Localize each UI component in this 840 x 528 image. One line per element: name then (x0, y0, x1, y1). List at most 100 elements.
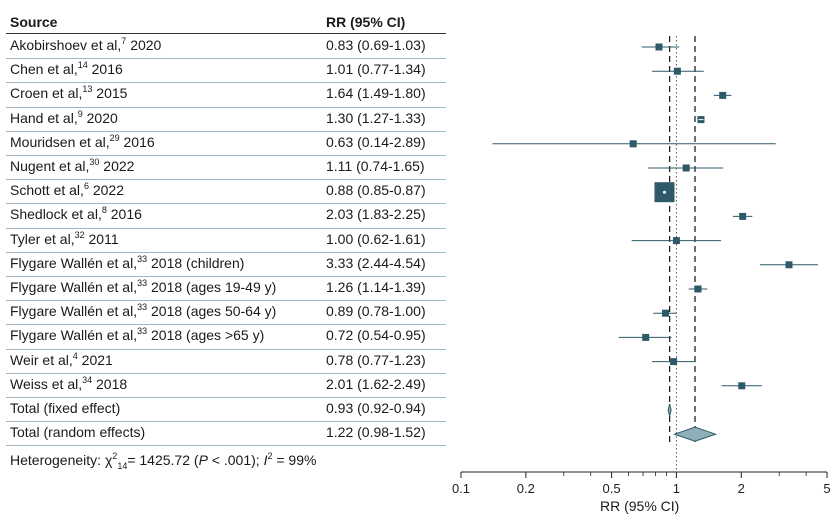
source-column-header: Source (10, 14, 58, 30)
source-label: Hand et al,9 2020 (10, 108, 118, 126)
reference-number: 30 (89, 157, 100, 167)
reference-number: 9 (77, 108, 83, 119)
source-label: Nugent et al,30 2022 (10, 157, 135, 175)
study-marker (642, 333, 650, 341)
reference-number: 32 (74, 229, 85, 240)
x-axis-label: RR (95% CI) (600, 498, 680, 514)
rr-value: 0.63 (0.14-2.89) (326, 133, 426, 150)
study-marker (694, 285, 702, 293)
row-rule (6, 179, 446, 181)
source-label: Flygare Wallén et al,33 2018 (ages >65 y… (10, 326, 265, 344)
source-label: Croen et al,13 2015 (10, 84, 128, 102)
marker-center-dot (662, 190, 666, 194)
reference-number: 7 (121, 36, 127, 46)
row-rule (6, 251, 446, 253)
source-label: Flygare Wallén et al,33 2018 (children) (10, 253, 245, 271)
study-row: Flygare Wallén et al,33 2018 (ages >65 y… (6, 324, 446, 348)
rr-value: 0.78 (0.77-1.23) (326, 351, 426, 368)
row-rule (6, 82, 446, 84)
rr-value: 1.26 (1.14-1.39) (326, 279, 426, 295)
source-label: Weir et al,4 2021 (10, 350, 113, 368)
study-row: Nugent et al,30 2022 1.11 (0.74-1.65) (6, 155, 446, 179)
reference-number: 14 (77, 60, 88, 71)
reference-number: 33 (137, 278, 148, 288)
x-tick-label: 0.2 (517, 481, 535, 496)
rr-value: 0.83 (0.69-1.03) (326, 37, 426, 53)
rr-value: 0.88 (0.85-0.87) (326, 182, 426, 199)
study-marker (670, 358, 678, 366)
row-rule (6, 203, 446, 205)
study-row: Flygare Wallén et al,33 2018 (ages 19-49… (6, 276, 446, 300)
study-row: Tyler et al,32 2011 1.00 (0.62-1.61) (6, 228, 446, 252)
row-rule (6, 155, 446, 156)
row-rule (6, 445, 446, 447)
study-row: Hand et al,9 2020 1.30 (1.27-1.33) (6, 107, 446, 131)
row-rule (6, 106, 446, 108)
row-rule (6, 130, 446, 132)
study-marker (655, 43, 663, 51)
study-marker (672, 237, 680, 245)
reference-number: 13 (82, 84, 93, 95)
row-rule (6, 227, 446, 229)
source-label: Total (fixed effect) (10, 400, 121, 416)
reference-number: 6 (83, 181, 89, 192)
source-label: Flygare Wallén et al,33 2018 (ages 19-49… (10, 278, 277, 296)
reference-number: 4 (72, 350, 78, 361)
study-row: Croen et al,13 2015 1.64 (1.49-1.80) (6, 82, 446, 106)
source-label: Schott et al,6 2022 (10, 181, 124, 199)
study-marker (719, 91, 727, 99)
study-marker (739, 212, 747, 220)
x-tick-label: 0.5 (603, 481, 621, 496)
study-row: Shedlock et al,8 2016 2.03 (1.83-2.25) (6, 203, 446, 227)
source-label: Chen et al,14 2016 (10, 60, 123, 78)
row-rule (6, 300, 446, 302)
row-rule (6, 397, 446, 398)
source-label: Total (random effects) (10, 424, 146, 441)
study-row: Flygare Wallén et al,33 2018 (ages 50-64… (6, 300, 446, 324)
rr-value: 0.93 (0.92-0.94) (326, 400, 426, 416)
reference-number: 33 (137, 326, 148, 337)
study-marker (662, 309, 670, 317)
total-row: Total (random effects) 1.22 (0.98-1.52) (6, 421, 446, 445)
source-label: Flygare Wallén et al,33 2018 (ages 50-64… (10, 302, 277, 320)
study-row: Chen et al,14 2016 1.01 (0.77-1.34) (6, 58, 446, 82)
source-label: Weiss et al,34 2018 (10, 374, 128, 392)
study-marker (785, 261, 793, 269)
rr-value: 2.01 (1.62-2.49) (326, 375, 426, 392)
row-rule (6, 421, 446, 423)
rr-value: 1.11 (0.74-1.65) (326, 158, 425, 174)
header-rule (6, 33, 446, 34)
row-rule (6, 372, 446, 374)
random-effect-diamond (672, 426, 718, 442)
rr-value: 2.03 (1.83-2.25) (326, 206, 426, 223)
study-row: Schott et al,6 2022 0.88 (0.85-0.87) (6, 179, 446, 203)
reference-number: 34 (82, 374, 93, 385)
rr-value: 1.00 (0.62-1.61) (326, 230, 426, 247)
study-marker (738, 382, 746, 390)
heterogeneity-text: Heterogeneity: χ214= 1425.72 (P < .001);… (10, 451, 317, 471)
source-label: Tyler et al,32 2011 (10, 229, 119, 247)
study-row: Weir et al,4 2021 0.78 (0.77-1.23) (6, 349, 446, 373)
rr-column-header: RR (95% CI) (326, 14, 406, 30)
study-row: Weiss et al,34 2018 2.01 (1.62-2.49) (6, 373, 446, 397)
row-rule (6, 348, 446, 350)
source-label: Akobirshoev et al,7 2020 (10, 36, 162, 54)
x-tick-label: 5 (823, 481, 830, 496)
total-row: Total (fixed effect) 0.93 (0.92-0.94) (6, 397, 446, 421)
study-marker (629, 140, 637, 148)
source-label: Shedlock et al,8 2016 (10, 205, 142, 223)
study-row: Akobirshoev et al,7 2020 0.83 (0.69-1.03) (6, 34, 446, 58)
row-rule (6, 276, 446, 277)
rr-value: 3.33 (2.44-4.54) (326, 254, 426, 271)
rr-value: 1.64 (1.49-1.80) (326, 85, 426, 102)
x-tick-label: 2 (738, 481, 745, 496)
rr-value: 1.01 (0.77-1.34) (326, 61, 426, 78)
study-marker (673, 67, 681, 75)
study-row: Mouridsen et al,29 2016 0.63 (0.14-2.89) (6, 131, 446, 155)
reference-number: 29 (109, 132, 120, 143)
rr-value: 0.72 (0.54-0.95) (326, 327, 426, 344)
row-rule (6, 324, 446, 326)
x-tick-label: 1 (673, 481, 680, 496)
x-tick-label: 0.1 (452, 481, 470, 496)
